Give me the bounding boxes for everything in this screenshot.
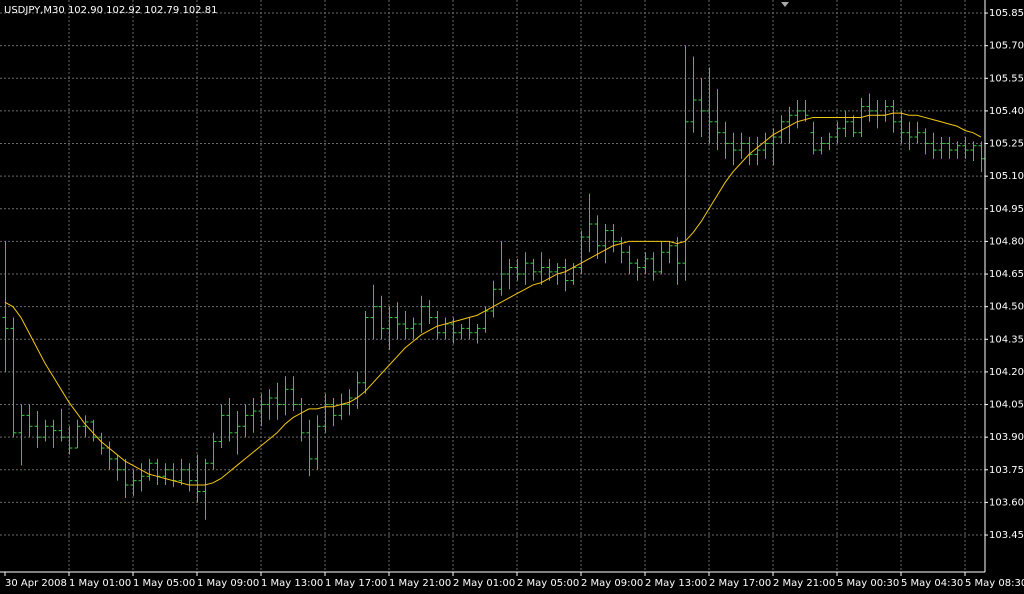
y-tick-label: 104.95 — [989, 204, 1024, 215]
y-tick-label: 103.75 — [989, 465, 1024, 476]
x-tick-label: 5 May 04:30 — [901, 578, 963, 589]
y-tick-label: 105.40 — [989, 106, 1024, 117]
moving-average — [4, 112, 982, 486]
chart-title: USDJPY,M30 102.90 102.92 102.79 102.81 — [4, 5, 217, 16]
y-tick-label: 104.65 — [989, 269, 1024, 280]
x-tick-label: 2 May 17:00 — [709, 578, 771, 589]
x-tick-label: 1 May 09:00 — [197, 578, 259, 589]
x-tick-label: 2 May 01:00 — [453, 578, 515, 589]
x-tick-label: 1 May 21:00 — [389, 578, 451, 589]
y-tick-label: 103.45 — [989, 530, 1024, 541]
y-tick-label: 104.80 — [989, 236, 1024, 247]
y-tick-label: 105.85 — [989, 8, 1024, 19]
y-tick-label: 103.60 — [989, 497, 1024, 508]
x-tick-label: 1 May 17:00 — [325, 578, 387, 589]
y-tick-label: 104.20 — [989, 367, 1024, 378]
grid — [0, 0, 985, 572]
x-tick-label: 1 May 01:00 — [69, 578, 131, 589]
y-tick-label: 104.05 — [989, 400, 1024, 411]
x-tick-label: 2 May 21:00 — [773, 578, 835, 589]
x-tick-label: 30 Apr 2008 — [5, 578, 67, 589]
y-tick-label: 103.90 — [989, 432, 1024, 443]
y-tick-label: 105.10 — [989, 171, 1024, 182]
y-tick-label: 105.70 — [989, 41, 1024, 52]
shift-marker — [781, 2, 789, 7]
x-tick-label: 2 May 05:00 — [517, 578, 579, 589]
y-tick-label: 105.55 — [989, 73, 1024, 84]
x-tick-label: 5 May 08:30 — [965, 578, 1024, 589]
x-tick-label: 2 May 13:00 — [645, 578, 707, 589]
x-tick-label: 1 May 13:00 — [261, 578, 323, 589]
x-tick-label: 5 May 00:30 — [837, 578, 899, 589]
y-tick-label: 104.35 — [989, 334, 1024, 345]
plot — [2, 45, 985, 520]
y-tick-label: 104.50 — [989, 302, 1024, 313]
y-tick-label: 105.25 — [989, 139, 1024, 150]
x-tick-label: 1 May 05:00 — [133, 578, 195, 589]
x-tick-label: 2 May 09:00 — [581, 578, 643, 589]
